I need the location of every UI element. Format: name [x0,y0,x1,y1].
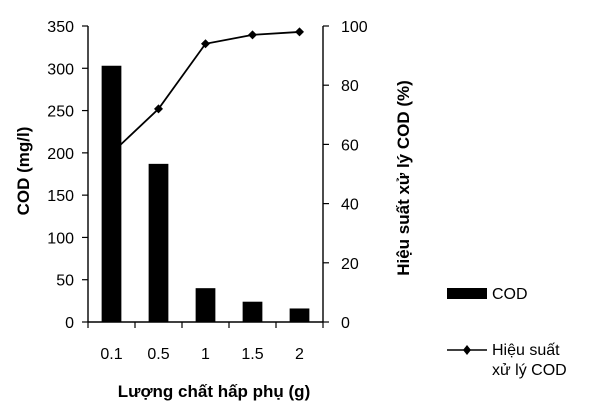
right-axis-title: Hiệu suất xử lý COD (%) [394,80,413,276]
right-tick-label: 80 [341,78,359,95]
bar-2 [289,308,310,322]
x-axis-title: Lượng chất hấp phụ (g) [118,382,310,401]
left-tick-label: 250 [47,104,74,121]
x-tick-label: 2 [295,346,304,363]
left-tick-label: 150 [47,188,74,205]
legend-label-efficiency-line1: Hiệu suất [492,342,560,359]
left-tick-label: 350 [47,19,74,36]
legend-label-efficiency-line2: xử lý COD [492,362,567,379]
efficiency-point-2 [295,27,304,37]
x-axis-ticks: 0.1 0.5 1 1.5 2 [87,322,324,363]
right-tick-label: 0 [341,315,350,332]
right-tick-label: 60 [341,137,359,154]
right-tick-label: 20 [341,256,359,273]
left-tick-label: 0 [65,315,74,332]
right-tick-label: 100 [341,19,368,36]
efficiency-point-0.5 [154,104,163,114]
chart-axes [87,26,324,323]
x-tick-label: 0.1 [100,346,122,363]
efficiency-line-path [110,31,300,154]
left-axis-ticks: 0 50 100 150 200 250 300 350 [47,19,88,332]
left-tick-label: 200 [47,146,74,163]
bar-0.5 [148,163,169,322]
legend-label-cod: COD [492,286,528,303]
legend: COD Hiệu suất xử lý COD [447,286,567,379]
left-tick-label: 300 [47,61,74,78]
left-axis-title: COD (mg/l) [14,127,33,216]
efficiency-point-1.5 [248,30,257,40]
right-axis-ticks: 0 20 40 60 80 100 [323,19,368,332]
bar-1 [195,288,216,322]
efficiency-point-1 [201,39,210,49]
x-tick-label: 0.5 [147,346,169,363]
efficiency-point-0.1 [107,148,116,158]
left-tick-label: 100 [47,230,74,247]
bar-series-cod [101,65,310,323]
x-tick-label: 1 [201,346,210,363]
right-tick-label: 40 [341,197,359,214]
bar-1.5 [242,301,263,322]
legend-swatch-cod [447,288,487,299]
line-series-efficiency [107,27,304,158]
x-tick-label: 1.5 [241,346,263,363]
left-tick-label: 50 [56,273,74,290]
bar-0.1 [101,65,122,323]
legend-marker-efficiency [463,345,471,355]
